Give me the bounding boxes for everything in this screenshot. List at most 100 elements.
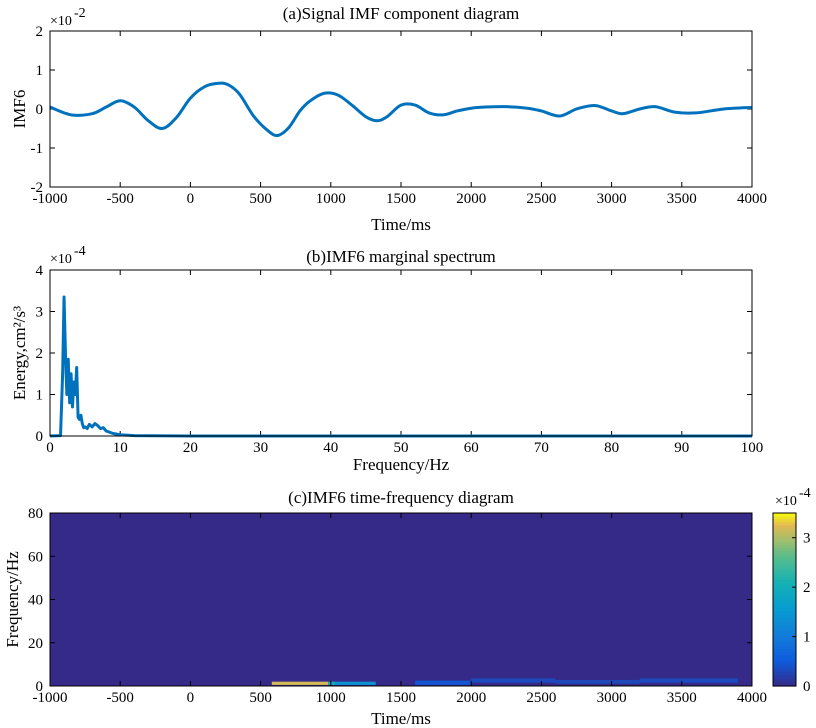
colorbar: 0 1 2 3	[772, 512, 811, 695]
x-tick-label: 0	[187, 191, 195, 207]
x-tick-label: 30	[253, 440, 268, 456]
colorbar-segment	[773, 611, 796, 615]
colorbar-segment	[773, 642, 796, 647]
colorbar-segment	[773, 530, 796, 534]
x-tick-label: 2000	[456, 690, 486, 706]
plot-area	[49, 81, 753, 138]
x-tick-label: 20	[183, 440, 198, 456]
y-tick-label: 0	[36, 429, 44, 445]
colorbar-segment	[773, 654, 796, 658]
colorbar-segment	[773, 556, 796, 560]
colorbar-segment	[773, 593, 796, 598]
colorbar-segment	[773, 536, 796, 540]
x-tick-label: 4000	[737, 191, 767, 207]
colorbar-segment	[773, 544, 796, 549]
colorbar-segment	[773, 533, 796, 537]
colorbar-segment	[773, 628, 796, 632]
colorbar-segment	[773, 524, 796, 529]
y-tick-label: 1	[36, 388, 44, 404]
colorbar-segment	[773, 645, 796, 650]
colorbar-segment	[773, 651, 796, 655]
y-tick-label: 2	[36, 24, 44, 40]
colorbar-segment	[773, 605, 796, 609]
y-tick-label: 2	[36, 346, 44, 362]
colorbar-tick-label: 2	[803, 580, 811, 596]
colorbar-segment	[773, 671, 796, 676]
chart-title: (a)Signal IMF component diagram	[283, 4, 520, 23]
x-tick-label: 3500	[667, 191, 697, 207]
colorbar-segment	[773, 636, 796, 641]
x-tick-label: 0	[46, 440, 54, 456]
x-tick-label: 80	[604, 440, 619, 456]
heatmap-background	[50, 513, 752, 686]
colorbar-segment	[773, 513, 796, 517]
x-tick-label: 4000	[737, 690, 767, 706]
y-tick-label: 4	[36, 263, 44, 279]
colorbar-segment	[773, 680, 796, 684]
colorbar-segment	[773, 579, 796, 583]
colorbar-segment	[773, 639, 796, 644]
x-axis-label: Frequency/Hz	[353, 455, 450, 474]
heatmap-cell	[639, 678, 738, 683]
x-tick-label: 2500	[526, 690, 556, 706]
heatmap-cell	[335, 681, 376, 685]
colorbar-frame	[772, 512, 797, 687]
colorbar-multiplier: ×10 -4	[775, 486, 811, 509]
colorbar-segment	[773, 613, 796, 618]
colorbar-segment	[773, 547, 796, 552]
colorbar-segment	[773, 527, 796, 531]
colorbar-segment	[773, 662, 796, 667]
axis-ticks: 0 10 20 30 40 50 60 70 80 90 100 0 1 2 3 4	[36, 263, 764, 456]
colorbar-segment	[773, 590, 796, 595]
colorbar-segment	[773, 668, 796, 673]
heatmap-cell	[555, 679, 640, 684]
series-line	[49, 295, 752, 438]
colorbar-segment	[773, 518, 796, 523]
colorbar-segment	[773, 619, 796, 624]
x-tick-label: 40	[323, 440, 338, 456]
chart-title: (c)IMF6 time-frequency diagram	[288, 488, 514, 507]
axis-ticks: -1000 -500 0 500 1000 1500 2000 2500 3000 3500 400…	[31, 24, 768, 207]
x-axis-label: Time/ms	[371, 709, 431, 728]
colorbar-segment	[773, 541, 796, 546]
x-tick-label: 100	[741, 440, 764, 456]
x-tick-label: 3000	[597, 191, 627, 207]
x-tick-label: -1000	[33, 690, 68, 706]
heatmap-cell	[271, 681, 328, 685]
colorbar-segment	[773, 573, 796, 578]
x-tick-label: -500	[106, 690, 134, 706]
y-tick-label: 1	[36, 63, 44, 79]
heatmap-cell	[471, 678, 556, 683]
colorbar-segment	[773, 625, 796, 629]
colorbar-segment	[773, 599, 796, 603]
y-tick-label: 3	[36, 305, 44, 321]
y-multiplier: ×10 -2	[50, 6, 86, 29]
x-tick-label: -500	[106, 191, 134, 207]
colorbar-segment	[773, 634, 796, 638]
colorbar-segment	[773, 631, 796, 635]
x-tick-label: 3500	[667, 690, 697, 706]
colorbar-segment	[773, 660, 796, 664]
colorbar-segment	[773, 582, 796, 586]
x-tick-label: 500	[249, 690, 272, 706]
heatmap-cell	[327, 681, 336, 685]
y-axis-label: Energy,cm²/s³	[10, 306, 29, 400]
colorbar-segment	[773, 674, 796, 678]
x-tick-label: 1500	[386, 191, 416, 207]
colorbar-segment	[773, 665, 796, 670]
x-tick-label: 10	[113, 440, 128, 456]
colorbar-segment	[773, 564, 796, 569]
y-tick-label: 40	[28, 593, 43, 609]
x-tick-label: 1000	[316, 690, 346, 706]
panel-a-signal-imf: (a)Signal IMF component diagram ×10 -2 I…	[10, 4, 767, 234]
y-tick-label: -2	[31, 180, 44, 196]
colorbar-segment	[773, 521, 796, 526]
y-tick-label: 20	[28, 636, 43, 652]
x-tick-label: 500	[249, 191, 272, 207]
colorbar-tick-label: 1	[803, 630, 811, 646]
x-tick-label: 1000	[316, 191, 346, 207]
x-tick-label: 90	[674, 440, 689, 456]
panel-b-marginal-spectrum: (b)IMF6 marginal spectrum ×10 -4 Energy,…	[10, 244, 763, 474]
x-tick-label: 60	[464, 440, 479, 456]
